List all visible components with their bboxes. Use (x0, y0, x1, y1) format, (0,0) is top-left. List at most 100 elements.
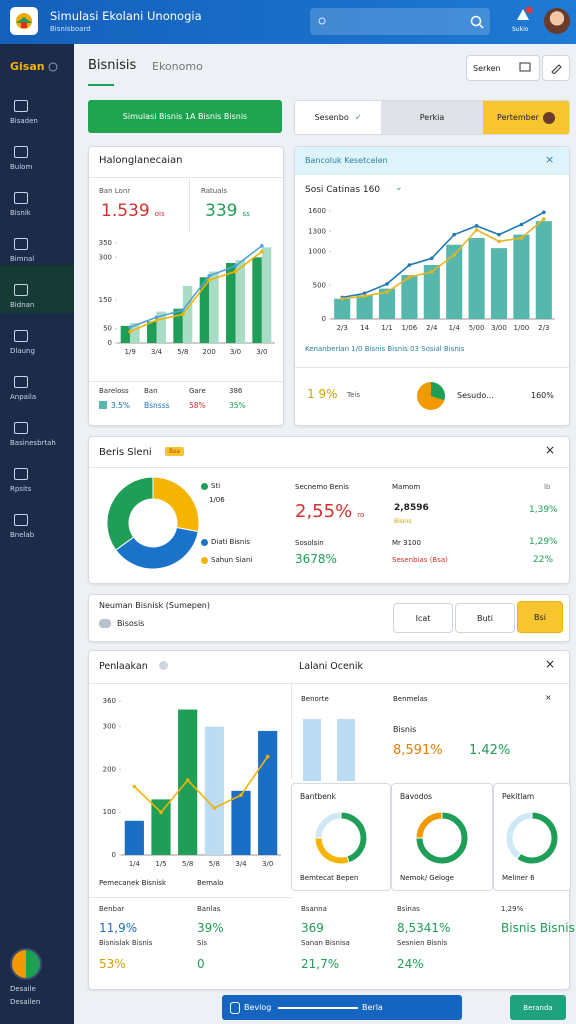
footer-center: Berla (362, 1003, 383, 1012)
bar (147, 321, 157, 343)
legend-label: Gare (189, 387, 206, 395)
bar (468, 238, 485, 319)
button-label: Bsi (534, 612, 546, 622)
nav-icon[interactable] (14, 284, 28, 296)
nav-icon[interactable] (14, 514, 28, 526)
pie-slice (505, 811, 533, 860)
edit-button[interactable] (542, 55, 570, 81)
close-small[interactable]: × (545, 693, 552, 702)
nav-label[interactable]: Bnelab (10, 531, 35, 539)
card-subtitle: Lalani Ocenik (299, 661, 363, 672)
legend-dot (201, 557, 208, 564)
nav-icon[interactable] (14, 238, 28, 250)
nav-label[interactable]: Anpaila (10, 393, 37, 401)
nav-label[interactable]: Bisaden (10, 117, 38, 125)
logo[interactable] (10, 7, 38, 35)
stat-unit: ro (357, 511, 365, 519)
nav-label[interactable]: Dlaung (10, 347, 35, 355)
gauge (314, 811, 368, 865)
edit-icon (551, 64, 562, 74)
card-title: Bancoluk Kesetcelen (305, 156, 388, 165)
brand-icon (48, 62, 58, 72)
x-tick-label: 1/06 (402, 324, 418, 332)
panel-bar (303, 719, 321, 781)
nav-icon[interactable] (14, 376, 28, 388)
gauge-caption: Nemok/ Geloge (400, 874, 454, 882)
user-avatar[interactable] (10, 948, 42, 980)
segment-group: Sesenbo ✓ Perkia Pertember (294, 100, 570, 135)
legend-label: Sahun Siani (211, 556, 253, 564)
nav-icon[interactable] (14, 100, 28, 112)
stat-number: 1,29% (529, 537, 558, 547)
line-point (542, 210, 546, 215)
line-point (474, 228, 479, 232)
x-tick-label: 3/0 (230, 348, 241, 356)
nav-label[interactable]: Bidnan (10, 301, 35, 309)
stat-value: 24% (397, 957, 424, 971)
x-tick-label: 5/00 (469, 324, 485, 332)
nav-icon[interactable] (14, 468, 28, 480)
nav-label[interactable]: Bisnik (10, 209, 31, 217)
nav-label[interactable]: Rpsits (10, 485, 32, 493)
brand[interactable]: Gisan (10, 60, 45, 73)
line-point (207, 274, 211, 278)
bar (446, 244, 463, 319)
info-icon (159, 661, 168, 670)
tab[interactable]: Ekonomo (152, 60, 203, 73)
line-point (474, 224, 479, 228)
x-tick-label: 3/4 (235, 860, 247, 868)
y-tick-label: 1300 (308, 227, 326, 235)
notify-icon[interactable] (513, 6, 533, 24)
line (133, 756, 269, 814)
search-label: Serken (473, 63, 501, 73)
footer-button[interactable]: Bevlog Berla (222, 995, 462, 1020)
search-box[interactable] (310, 8, 490, 35)
legend-label: 386 (229, 387, 243, 395)
nav-label[interactable]: Bimnal (10, 255, 35, 263)
avatar[interactable] (544, 8, 570, 34)
card-title: Halonglanecaian (99, 155, 183, 166)
pie-slice (340, 811, 368, 864)
bar (156, 311, 166, 343)
tab[interactable]: Bisnisis (88, 58, 137, 73)
bar (356, 295, 373, 319)
line (342, 211, 545, 299)
nav-icon[interactable] (14, 330, 28, 342)
dropdown-icon[interactable]: ⌄ (395, 183, 403, 193)
segment[interactable]: Sesenbo ✓ (295, 101, 381, 134)
nav-label[interactable]: Basinesbrtah (10, 439, 56, 447)
action-button[interactable]: Bsi (517, 601, 563, 633)
gauge-card: Bantbenk Bemtecat Bepen (291, 783, 391, 891)
bar (226, 263, 236, 343)
stat-value: 2,55% ro (295, 501, 364, 522)
home-button[interactable]: Beranda (510, 995, 566, 1020)
chip-label: Bisosis (117, 619, 145, 628)
segment[interactable]: Pertember (483, 101, 569, 134)
stat-number: 3678% (295, 552, 337, 566)
card-title: Penlaakan (99, 661, 148, 672)
segment[interactable]: Perkia (381, 101, 483, 134)
close-button[interactable]: × (545, 443, 556, 457)
nav-label[interactable]: Bulom (10, 163, 33, 171)
nav-icon[interactable] (14, 422, 28, 434)
pie-slice (415, 811, 443, 839)
close-button[interactable]: × (545, 657, 556, 671)
stat-number: 1.539 (101, 201, 150, 221)
search-button[interactable]: Serken (466, 55, 540, 81)
nav-icon[interactable] (14, 146, 28, 158)
action-button[interactable]: Buti (455, 603, 515, 633)
stat-value: 11,9% (99, 921, 138, 935)
legend-label: Diati Bisnis (211, 538, 250, 546)
line-point (407, 275, 412, 279)
x-tick-label: 2/3 (337, 324, 348, 332)
action-button[interactable]: Icat (393, 603, 453, 633)
nav-icon[interactable] (14, 192, 28, 204)
x-tick-label: 3/0 (256, 348, 267, 356)
line (129, 250, 263, 333)
bar (199, 277, 210, 343)
chart-caption: Bemalo (197, 879, 224, 887)
close-button[interactable]: × (545, 153, 555, 166)
banner[interactable]: Simulasi Bisnis 1A Bisnis Bisnis (88, 100, 282, 133)
stat-label: lb (544, 483, 551, 491)
card: Neuman Bisnisk (Sumepen) Bisosis Icat Bu… (88, 594, 570, 642)
